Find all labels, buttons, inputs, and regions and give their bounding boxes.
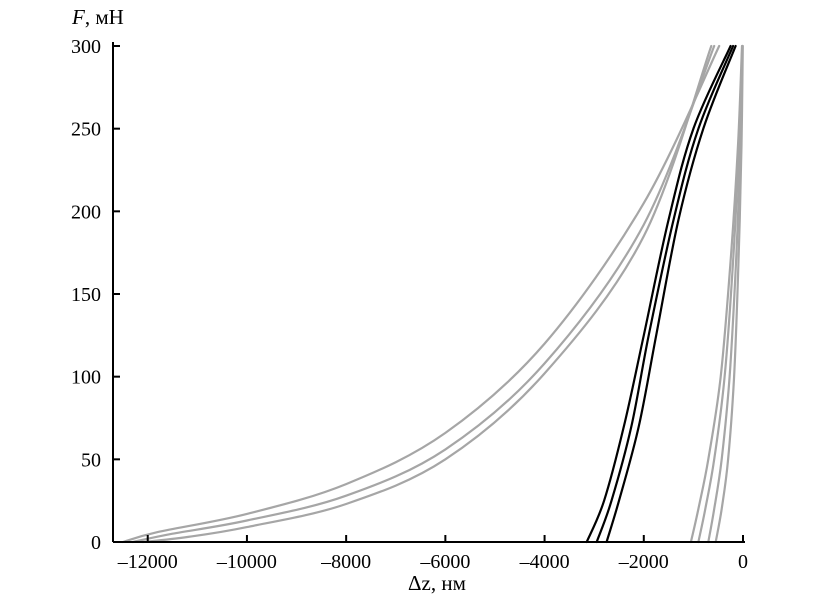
series-line-4: [585, 44, 732, 544]
series-line-6: [605, 44, 737, 544]
y-tick-label: 250: [71, 119, 101, 141]
x-tick-label: –2000: [618, 551, 669, 573]
x-tick-label: 0: [738, 551, 748, 573]
y-axis-unit: , мН: [85, 5, 124, 29]
x-tick-label: –12000: [117, 551, 178, 573]
series-line-5: [595, 44, 735, 544]
x-axis-symbol: Δz: [408, 571, 431, 595]
y-tick-label: 50: [81, 449, 101, 471]
series-line-8: [697, 44, 744, 544]
x-tick-label: –10000: [216, 551, 277, 573]
y-axis-symbol: F: [71, 5, 85, 29]
series-layer: [121, 44, 744, 544]
y-tick-label: 200: [71, 201, 101, 223]
y-tick-label: 300: [71, 36, 101, 58]
y-ticks: 0 50 100 150 200 250 300: [71, 36, 120, 554]
x-ticks: –12000 –10000 –8000 –6000 –4000 –2000 0: [117, 535, 748, 573]
x-axis-title: Δz, нм: [408, 571, 466, 595]
y-axis-title: F, мН: [71, 5, 124, 29]
y-tick-label: 100: [71, 367, 101, 389]
x-axis-unit: , нм: [431, 571, 466, 595]
series-line-1: [121, 44, 721, 544]
axes-layer: [112, 42, 745, 543]
series-line-3: [141, 44, 713, 544]
y-tick-label: 150: [71, 284, 101, 306]
x-tick-label: –4000: [519, 551, 570, 573]
y-tick-label: 0: [91, 532, 101, 554]
x-tick-label: –6000: [419, 551, 470, 573]
x-tick-label: –8000: [320, 551, 371, 573]
series-line-2: [131, 44, 716, 544]
series-line-10: [714, 44, 744, 544]
